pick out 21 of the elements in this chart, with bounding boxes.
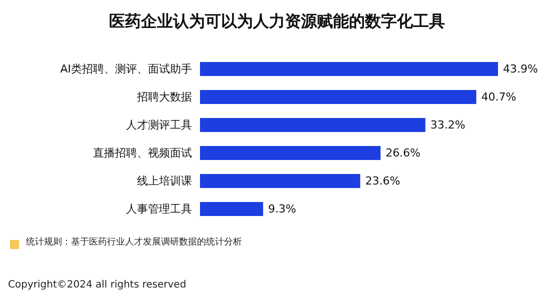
data-label: 26.6% bbox=[386, 146, 421, 160]
y-tick-label: 线上培训课 bbox=[137, 174, 192, 188]
y-tick-label: 人才测评工具 bbox=[126, 118, 192, 132]
text: 统计规则：基于医药行业人才发展调研数据的统计分析 bbox=[26, 236, 242, 248]
y-tick-label: AI类招聘、测评、面试助手 bbox=[60, 62, 192, 76]
data-label: 43.9% bbox=[503, 62, 538, 76]
bar bbox=[200, 174, 360, 188]
data-label: 23.6% bbox=[365, 174, 400, 188]
bar bbox=[200, 90, 476, 104]
data-label: 9.3% bbox=[268, 202, 296, 216]
bar bbox=[200, 62, 498, 76]
y-tick-label: 人事管理工具 bbox=[126, 202, 192, 216]
chart-title: 医药企业认为可以为人力资源赋能的数字化工具 bbox=[109, 12, 445, 30]
text: Copyright©2024 all rights reserved bbox=[8, 280, 186, 290]
y-tick-label: 招聘大数据 bbox=[136, 90, 192, 104]
y-tick-label: 直播招聘、视频面试 bbox=[93, 146, 192, 160]
data-label: 40.7% bbox=[481, 90, 516, 104]
bar bbox=[200, 118, 426, 132]
bar bbox=[200, 146, 381, 160]
data-label: 33.2% bbox=[430, 118, 466, 132]
bar bbox=[200, 202, 264, 216]
